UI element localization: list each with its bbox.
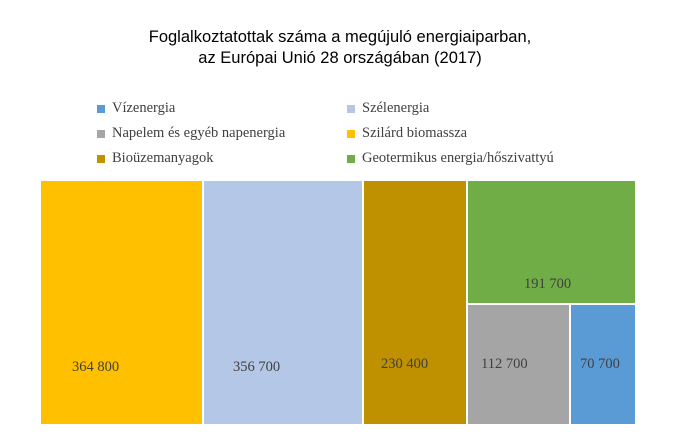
legend-item-vizenergia: Vízenergia bbox=[97, 100, 175, 117]
legend-swatch bbox=[97, 154, 105, 163]
legend-item-biouzemanyagok: Bioüzemanyagok bbox=[97, 150, 213, 167]
legend-swatch bbox=[97, 104, 105, 113]
treemap-tile-szilard-biomassza bbox=[40, 180, 203, 425]
treemap-tile-szelenergia bbox=[203, 180, 363, 425]
treemap-tile-geotermikus-energia-hoszivattyu bbox=[467, 180, 636, 304]
legend-item-szilard-biomassza: Szilárd biomassza bbox=[347, 125, 467, 142]
data-label-geotermikus-energia-hoszivattyu: 191 700 bbox=[524, 276, 572, 292]
legend-label: Vízenergia bbox=[112, 100, 176, 116]
chart-title-line-1: Foglalkoztatottak száma a megújuló energ… bbox=[148, 28, 532, 46]
data-label-szilard-biomassza: 364 800 bbox=[72, 359, 120, 375]
legend-label: Napelem és egyéb napenergia bbox=[112, 125, 286, 141]
treemap-tile-vizenergia bbox=[570, 304, 636, 425]
chart-title-line-2: az Európai Unió 28 országában (2017) bbox=[198, 49, 482, 67]
data-label-szelenergia: 356 700 bbox=[233, 359, 281, 375]
legend-item-geotermikus-energia-hoszivattyu: Geotermikus energia/hőszivattyú bbox=[347, 150, 554, 167]
legend-label: Szilárd biomassza bbox=[362, 125, 468, 141]
legend-item-szelenergia: Szélenergia bbox=[347, 100, 429, 117]
legend-swatch bbox=[347, 129, 355, 138]
legend-label: Szélenergia bbox=[362, 100, 430, 116]
legend-label: Geotermikus energia/hőszivattyú bbox=[362, 150, 554, 166]
legend-swatch bbox=[347, 104, 355, 113]
legend-swatch bbox=[97, 129, 105, 138]
data-label-vizenergia: 70 700 bbox=[580, 356, 620, 372]
treemap-tile-napelem-es-egyeb-napenergia bbox=[467, 304, 570, 425]
legend-swatch bbox=[347, 154, 355, 163]
treemap-tile-biouzemanyagok bbox=[363, 180, 467, 425]
chart-legend: Vízenergia Szélenergia Napelem és egyéb na… bbox=[0, 0, 680, 180]
data-label-biouzemanyagok: 230 400 bbox=[381, 356, 429, 372]
legend-label: Bioüzemanyagok bbox=[112, 150, 214, 166]
data-label-napelem-es-egyeb-napenergia: 112 700 bbox=[481, 356, 528, 372]
legend-item-napelem-es-egyeb-napenergia: Napelem és egyéb napenergia bbox=[97, 125, 285, 142]
chart-title: Foglalkoztatottak száma a megújuló energ… bbox=[0, 27, 680, 69]
